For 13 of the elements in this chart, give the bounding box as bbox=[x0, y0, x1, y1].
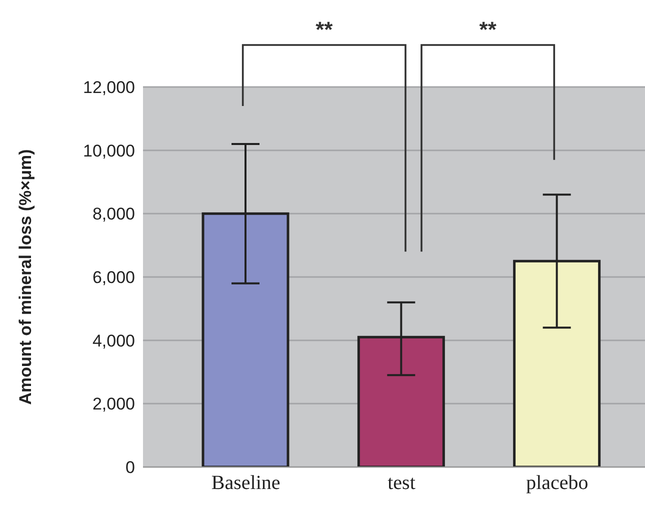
y-tick-label: 0 bbox=[126, 458, 135, 478]
y-axis-title: Amount of mineral loss (%×μm) bbox=[16, 149, 36, 405]
y-tick-label: 6,000 bbox=[92, 268, 135, 288]
x-tick-label: placebo bbox=[526, 472, 588, 494]
y-tick-label: 8,000 bbox=[92, 204, 135, 224]
x-tick-label: Baseline bbox=[211, 472, 280, 494]
text: ** bbox=[316, 17, 334, 42]
y-tick-label: 4,000 bbox=[92, 331, 135, 350]
x-tick-label: test bbox=[388, 472, 416, 494]
y-tick-label: 12,000 bbox=[83, 78, 135, 98]
text: ** bbox=[479, 17, 497, 42]
y-tick-label: 2,000 bbox=[92, 394, 135, 414]
y-tick-label: 10,000 bbox=[83, 141, 135, 160]
